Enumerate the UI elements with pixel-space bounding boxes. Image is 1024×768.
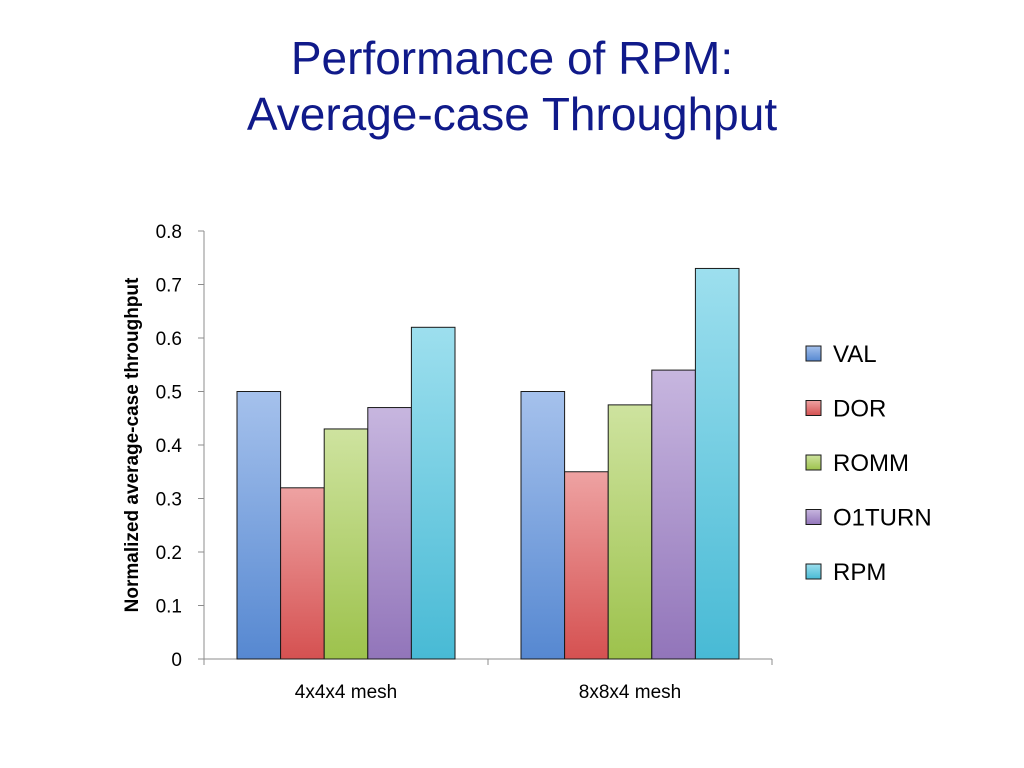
title-line-2: Average-case Throughput bbox=[246, 88, 778, 140]
bar-dor-1 bbox=[280, 487, 325, 660]
y-tick-label: 0.4 bbox=[156, 436, 183, 457]
bar-o1turn-1 bbox=[367, 407, 412, 660]
bar-romm-1 bbox=[323, 428, 369, 660]
bar-rpm-2 bbox=[694, 267, 740, 660]
y-tick-label: 0.3 bbox=[156, 490, 182, 511]
legend-label-dor: DOR bbox=[833, 396, 886, 423]
category-label: 4x4x4 mesh bbox=[295, 682, 397, 703]
y-tick-label: 0.2 bbox=[156, 543, 182, 564]
bar-dor-2 bbox=[564, 471, 609, 660]
bar-rpm-1 bbox=[410, 326, 456, 660]
y-tick-label: 0.5 bbox=[156, 383, 182, 404]
legend-label-rpm: RPM bbox=[833, 559, 886, 586]
y-tick-label: 0.6 bbox=[156, 329, 182, 350]
title-line-1: Performance of RPM: bbox=[290, 32, 734, 84]
bar-romm-2 bbox=[607, 404, 653, 660]
legend-swatch-dor bbox=[805, 400, 822, 416]
legend-swatch-val bbox=[805, 345, 822, 362]
slide-title: Performance of RPM: Average-case Through… bbox=[0, 30, 1024, 142]
legend-label-o1turn: O1TURN bbox=[833, 505, 932, 532]
legend-swatch-o1turn bbox=[805, 509, 822, 525]
bar-val-2 bbox=[520, 391, 566, 660]
bar-val-1 bbox=[236, 391, 282, 660]
y-tick-label: 0.8 bbox=[156, 222, 182, 243]
y-axis-title: Normalized average-case throughput bbox=[122, 277, 143, 612]
legend-swatch-rpm bbox=[805, 563, 822, 580]
legend-label-romm: ROMM bbox=[833, 450, 909, 477]
category-label: 8x8x4 mesh bbox=[579, 682, 681, 703]
legend-label-val: VAL bbox=[833, 341, 877, 368]
y-tick-label: 0.1 bbox=[156, 597, 182, 618]
y-tick-label: 0 bbox=[171, 650, 182, 671]
y-tick-label: 0.7 bbox=[156, 276, 182, 297]
legend-swatch-romm bbox=[805, 454, 822, 471]
bar-o1turn-2 bbox=[651, 369, 696, 660]
